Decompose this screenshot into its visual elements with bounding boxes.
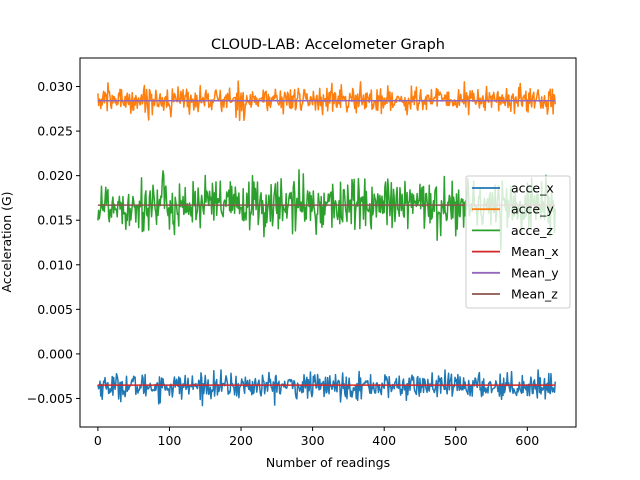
y-tick-label: 0.025: [37, 124, 73, 139]
x-tick-label: 400: [372, 433, 396, 448]
series-line-acce-x: [97, 369, 556, 407]
y-tick-label: 0.000: [37, 346, 73, 361]
x-tick-label: 500: [444, 433, 468, 448]
x-tick-label: 100: [158, 433, 182, 448]
x-tick-label: 300: [301, 433, 325, 448]
x-axis: 0 100 200 300 400 500 600: [94, 427, 539, 448]
plot-frame: [79, 57, 577, 428]
legend-label: Mean_x: [511, 244, 559, 259]
legend: acce_x acce_y acce_z Mean_x Mean_y Mean_z: [465, 175, 571, 309]
y-tick-label: 0.015: [37, 213, 73, 228]
chart-title: CLOUD-LAB: Accelometer Graph: [211, 37, 445, 53]
y-tick-label: 0.010: [37, 257, 73, 272]
legend-label: Mean_y: [511, 265, 559, 280]
legend-label: acce_z: [511, 223, 553, 238]
legend-label: acce_x: [511, 181, 554, 196]
y-axis-label: Acceleration (G): [0, 191, 14, 292]
x-axis-label: Number of readings: [266, 455, 390, 470]
x-tick-label: 600: [515, 433, 539, 448]
series-line-acce-y: [97, 80, 556, 122]
y-tick-label: 0.005: [37, 302, 73, 317]
y-tick-label: −0.005: [27, 391, 73, 406]
x-tick-label: 200: [229, 433, 253, 448]
legend-label: acce_y: [511, 202, 554, 217]
legend-label: Mean_z: [511, 287, 558, 302]
y-tick-label: 0.030: [37, 79, 73, 94]
y-axis: −0.005 0.000 0.005 0.010 0.015 0.020 0.025 0.03…: [27, 79, 80, 406]
y-tick-label: 0.020: [37, 168, 73, 183]
x-tick-label: 0: [94, 433, 102, 448]
